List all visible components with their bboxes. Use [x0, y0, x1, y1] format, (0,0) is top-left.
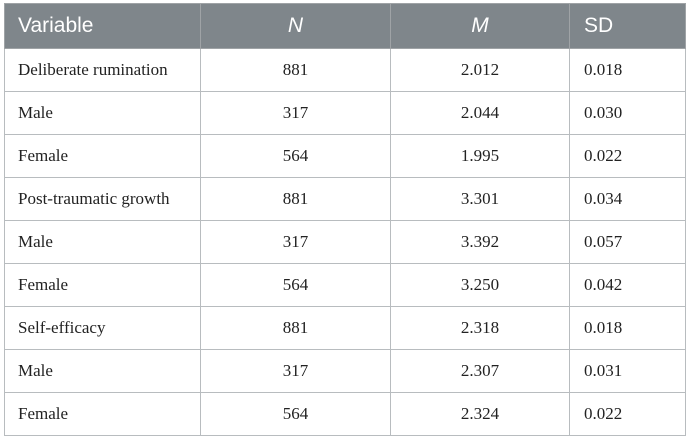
table-row: Female 564 3.250 0.042 [4, 263, 686, 307]
cell-n: 881 [200, 306, 391, 350]
cell-variable: Self-efficacy [4, 306, 201, 350]
table-row: Female 564 1.995 0.022 [4, 134, 686, 178]
cell-variable: Female [4, 263, 201, 307]
cell-variable: Post-traumatic growth [4, 177, 201, 221]
cell-sd: 0.022 [569, 134, 686, 178]
cell-variable: Deliberate rumination [4, 48, 201, 92]
cell-n: 881 [200, 177, 391, 221]
cell-sd: 0.018 [569, 306, 686, 350]
header-sd: SD [569, 3, 686, 49]
table-body: Deliberate rumination 881 2.012 0.018 Male 31… [4, 48, 686, 436]
header-variable: Variable [4, 3, 201, 49]
table-row: Male 317 3.392 0.057 [4, 220, 686, 264]
cell-n: 564 [200, 134, 391, 178]
cell-m: 3.250 [390, 263, 570, 307]
cell-n: 317 [200, 91, 391, 135]
cell-variable: Female [4, 392, 201, 436]
descriptive-statistics-table: Variable N M SD Deliberate rumination 881… [4, 3, 686, 436]
cell-n: 881 [200, 48, 391, 92]
cell-m: 1.995 [390, 134, 570, 178]
header-n: N [200, 3, 391, 49]
header-row: Variable N M SD [4, 3, 686, 49]
cell-n: 564 [200, 263, 391, 307]
cell-n: 564 [200, 392, 391, 436]
table-header: Variable N M SD [4, 3, 686, 49]
table-row: Self-efficacy 881 2.318 0.018 [4, 306, 686, 350]
cell-variable: Female [4, 134, 201, 178]
header-m: M [390, 3, 570, 49]
cell-m: 2.318 [390, 306, 570, 350]
cell-variable: Male [4, 349, 201, 393]
cell-n: 317 [200, 220, 391, 264]
table-row: Male 317 2.044 0.030 [4, 91, 686, 135]
cell-sd: 0.031 [569, 349, 686, 393]
cell-m: 2.324 [390, 392, 570, 436]
cell-sd: 0.018 [569, 48, 686, 92]
cell-m: 2.307 [390, 349, 570, 393]
cell-n: 317 [200, 349, 391, 393]
table-row: Post-traumatic growth 881 3.301 0.034 [4, 177, 686, 221]
cell-sd: 0.030 [569, 91, 686, 135]
table-row: Male 317 2.307 0.031 [4, 349, 686, 393]
cell-variable: Male [4, 91, 201, 135]
cell-m: 3.392 [390, 220, 570, 264]
cell-sd: 0.057 [569, 220, 686, 264]
table-row: Female 564 2.324 0.022 [4, 392, 686, 436]
cell-sd: 0.022 [569, 392, 686, 436]
cell-m: 2.044 [390, 91, 570, 135]
cell-sd: 0.034 [569, 177, 686, 221]
cell-sd: 0.042 [569, 263, 686, 307]
cell-variable: Male [4, 220, 201, 264]
cell-m: 2.012 [390, 48, 570, 92]
cell-m: 3.301 [390, 177, 570, 221]
table-row: Deliberate rumination 881 2.012 0.018 [4, 48, 686, 92]
